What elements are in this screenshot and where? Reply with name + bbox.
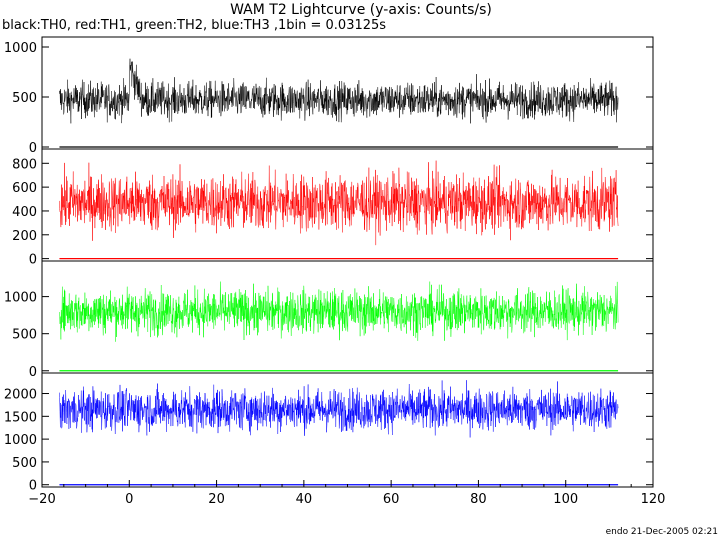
x-tick-label: 40 [296,492,313,507]
x-tick-label: 0 [125,492,133,507]
chart-title: WAM T2 Lightcurve (y-axis: Counts/s) [230,2,492,18]
y-tick-label-TH2: 1000 [4,291,37,306]
series-line-TH0 [59,58,619,124]
series-line-TH1 [59,160,619,246]
y-tick-label-TH0: 1000 [4,41,37,56]
x-tick-label: 80 [470,492,487,507]
y-tick-label-TH3: 2000 [4,388,37,403]
y-tick-label-TH1: 800 [12,157,37,172]
y-tick-label-TH1: 400 [12,205,37,220]
y-tick-label-TH0: 0 [29,141,37,156]
y-tick-label-TH3: 1500 [4,410,37,425]
y-tick-label-TH1: 0 [29,253,37,268]
y-tick-label-TH3: 0 [29,479,37,494]
y-tick-label-TH3: 500 [12,456,37,471]
y-tick-label-TH1: 600 [12,181,37,196]
chart-subtitle: black:TH0, red:TH1, green:TH2, blue:TH3 … [2,18,387,33]
y-tick-label-TH2: 500 [12,328,37,343]
footer-credit: endo 21-Dec-2005 02:21 [605,527,718,537]
y-tick-label-TH0: 500 [12,91,37,106]
x-tick-label: 100 [553,492,578,507]
panel-frame-TH3 [41,372,654,488]
x-tick-label: 60 [383,492,400,507]
x-tick-label: 120 [641,492,666,507]
series-line-TH2 [59,281,619,342]
x-tick-label: 20 [208,492,225,507]
y-tick-label-TH3: 1000 [4,433,37,448]
y-tick-label-TH1: 200 [12,229,37,244]
series-line-TH3 [59,380,619,438]
y-tick-label-TH2: 0 [29,365,37,380]
x-tick-label: −20 [28,492,55,507]
